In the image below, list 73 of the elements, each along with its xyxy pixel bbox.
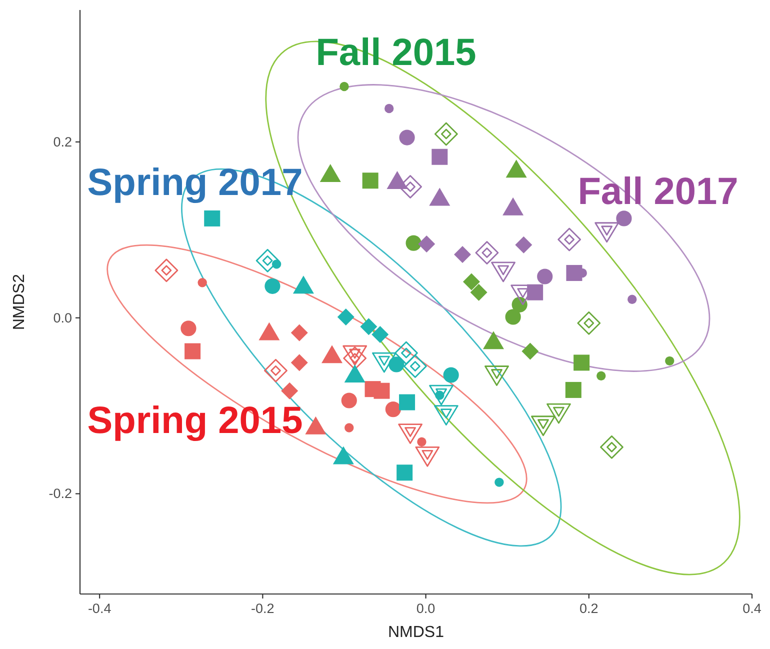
point [374, 382, 390, 399]
x-tick-label: 0.4 [742, 601, 762, 616]
point [417, 437, 426, 446]
point [515, 236, 532, 254]
point [462, 273, 480, 290]
point [577, 311, 601, 335]
point [256, 248, 280, 272]
point [443, 367, 459, 383]
x-axis-title: NMDS1 [388, 624, 444, 641]
point [399, 394, 416, 410]
point [432, 148, 448, 165]
x-tick-label: 0.2 [580, 601, 598, 616]
point [665, 356, 674, 366]
point [600, 435, 624, 459]
point [386, 171, 408, 190]
point [565, 382, 582, 398]
point [281, 382, 298, 400]
point [628, 294, 637, 304]
point [292, 276, 314, 294]
point [429, 188, 450, 206]
point [475, 241, 499, 264]
point [204, 210, 220, 226]
point [470, 284, 488, 301]
point [558, 228, 582, 252]
point [394, 341, 418, 365]
point [574, 354, 590, 371]
point [154, 258, 178, 282]
point [616, 210, 632, 226]
point [264, 278, 280, 294]
point [482, 331, 504, 350]
point [505, 309, 521, 325]
point [385, 402, 401, 418]
y-tick-label: 0.0 [53, 310, 72, 326]
point [384, 104, 394, 114]
y-tick-label: 0.2 [53, 134, 72, 150]
point [506, 160, 527, 178]
point [537, 268, 553, 284]
point [343, 346, 367, 370]
point [372, 326, 389, 344]
point [454, 246, 471, 264]
point [184, 343, 201, 360]
x-tick-label: -0.2 [251, 601, 274, 616]
point [337, 308, 354, 326]
point [399, 130, 415, 146]
point [522, 342, 539, 360]
point [502, 197, 524, 216]
point [434, 122, 458, 146]
point [398, 175, 422, 198]
point [322, 345, 342, 364]
point [566, 264, 582, 281]
point [403, 354, 427, 378]
point [290, 354, 308, 372]
point [596, 371, 606, 380]
x-tick-label: 0.0 [416, 601, 436, 616]
point [418, 235, 436, 252]
point [340, 82, 349, 92]
x-tick-label: -0.4 [88, 601, 112, 616]
point [494, 478, 504, 487]
y-tick-label: -0.2 [48, 486, 72, 502]
point [406, 235, 422, 251]
point [180, 320, 196, 336]
point [320, 164, 341, 182]
point [362, 172, 378, 189]
point [344, 423, 354, 432]
point [264, 358, 288, 382]
point [344, 364, 366, 382]
y-axis-title: NMDS2 [11, 274, 28, 330]
point [198, 278, 207, 288]
point [290, 324, 308, 342]
point [258, 322, 280, 340]
point [396, 464, 413, 481]
point [360, 318, 378, 336]
point [341, 392, 357, 408]
